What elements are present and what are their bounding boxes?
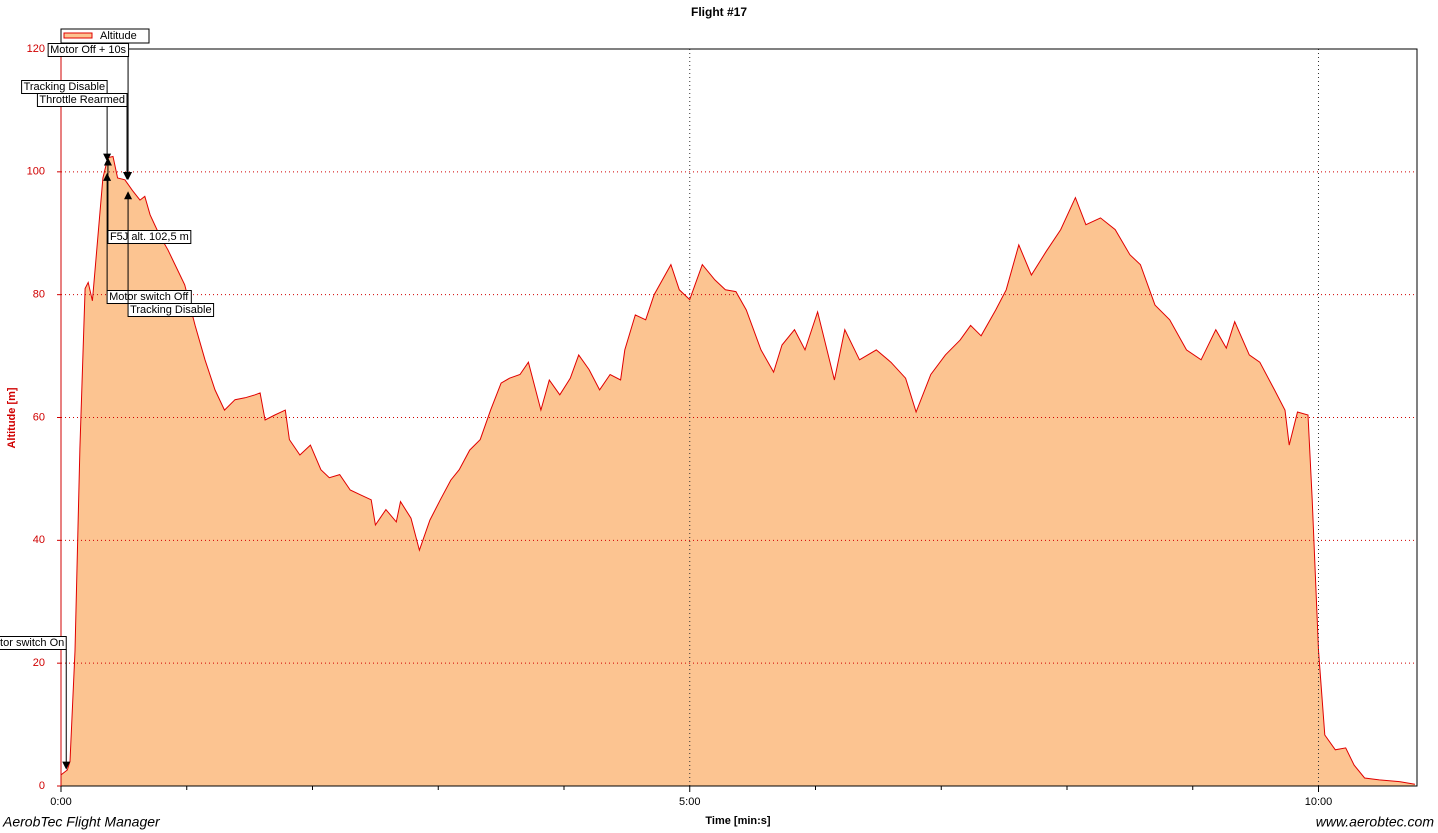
annotation-label: Throttle Rearmed [39,94,125,106]
x-tick-label: 10:00 [1305,796,1333,808]
y-tick-label: 100 [27,166,45,178]
annotation: Motor Off + 10s [47,43,133,181]
annotation-box [47,43,130,57]
y-tick-label: 40 [33,534,45,546]
annotation-marker [124,191,133,200]
annotation-marker [103,172,112,181]
footer-left: AerobTec Flight Manager [2,814,161,830]
y-tick-label: 80 [33,289,45,301]
x-tick-label: 0:00 [50,796,71,808]
annotation-marker [103,157,112,166]
legend-label: Altitude [100,30,137,42]
y-tick-label: 20 [33,657,45,669]
x-tick-label: 5:00 [679,796,700,808]
annotation-label: Tracking Disable [130,304,212,316]
area-fill [61,156,1415,786]
annotation-label: Tracking Disable [24,81,106,93]
annotation-marker [103,153,112,162]
annotation-label: F5J alt. 102,5 m [110,231,189,243]
y-tick-label: 0 [39,780,45,792]
footer-right: www.aerobtec.com [1316,814,1435,830]
annotation-marker [123,172,132,181]
y-axis-label: Altitude [m] [6,387,18,448]
annotation: Tracking Disable [124,191,215,317]
annotation: Throttle Rearmed [36,93,132,181]
annotation-marker [62,761,71,770]
annotation: F5J alt. 102,5 m [103,157,192,244]
legend-swatch [63,32,93,39]
x-axis-label: Time [min:s] [705,815,771,827]
y-tick-label: 60 [33,411,45,423]
annotation: Motor switch On [0,636,71,770]
chart-title: Flight #17 [691,5,747,19]
annotation-box [127,303,215,317]
annotation-box [107,230,192,244]
y-tick-label: 120 [27,43,45,55]
annotation: Tracking Disable [21,80,112,162]
annotation-label: Motor switch On [0,637,64,649]
annotation-label: Motor switch Off [109,291,189,303]
annotation-label: Motor Off + 10s [50,44,126,56]
annotation-box [0,636,67,650]
annotation-box [36,93,128,107]
annotation: Motor switch Off [103,172,192,304]
altitude-line [60,155,1415,785]
